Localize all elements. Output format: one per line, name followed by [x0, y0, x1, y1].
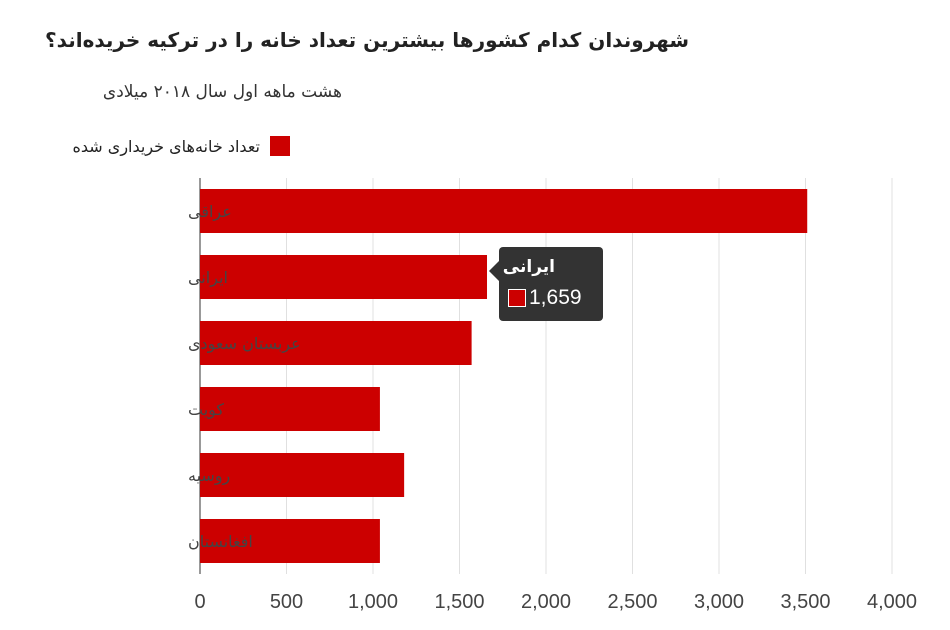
tooltip-value: 1,659: [529, 286, 582, 309]
category-label: کویت: [188, 400, 224, 420]
x-tick-label: 500: [270, 591, 303, 613]
x-tick-label: 0: [194, 591, 205, 613]
x-tick-label: 3,500: [780, 591, 830, 613]
category-label: عراقی: [188, 202, 232, 222]
category-label: عربستان سعودی: [188, 334, 301, 354]
legend: تعداد خانه‌های خریداری شده: [73, 136, 290, 156]
bar[interactable]: [200, 453, 405, 497]
bar[interactable]: [200, 519, 380, 563]
tooltip: ایرانی 1,659: [489, 247, 603, 321]
x-tick-label: 2,000: [521, 591, 571, 613]
bar[interactable]: [200, 255, 488, 299]
legend-label: تعداد خانه‌های خریداری شده: [72, 136, 260, 156]
category-label: ایرانی: [188, 268, 228, 288]
x-tick-label: 4,000: [867, 591, 917, 613]
bar[interactable]: [200, 387, 380, 431]
x-tick-label: 1,500: [434, 591, 484, 613]
bar[interactable]: [200, 189, 808, 233]
chart-subtitle: هشت ماهه اول سال ۲۰۱۸ میلادی: [102, 82, 342, 102]
tooltip-swatch: [508, 289, 526, 307]
tooltip-category: ایرانی: [502, 257, 555, 277]
bar[interactable]: [200, 321, 472, 365]
x-tick-label: 3,000: [694, 591, 744, 613]
x-tick-label: 2,500: [607, 591, 657, 613]
x-tick-label: 1,000: [348, 591, 398, 613]
chart-title: شهروندان کدام کشورها بیشترین تعداد خانه …: [45, 28, 689, 52]
grid-lines: [199, 178, 893, 574]
category-label: افغانستان: [188, 532, 253, 551]
category-label: روسیه: [188, 466, 230, 486]
x-tick-labels: 0 500 1,000 1,500 2,000 2,500 3,000 3,500 4,000: [194, 591, 917, 613]
legend-swatch: [270, 136, 290, 156]
category-labels: عراقی ایرانی عربستان سعودی کویت روسیه افغانست…: [188, 202, 301, 551]
bars: [200, 189, 808, 563]
tooltip-row: 1,659: [508, 286, 582, 310]
